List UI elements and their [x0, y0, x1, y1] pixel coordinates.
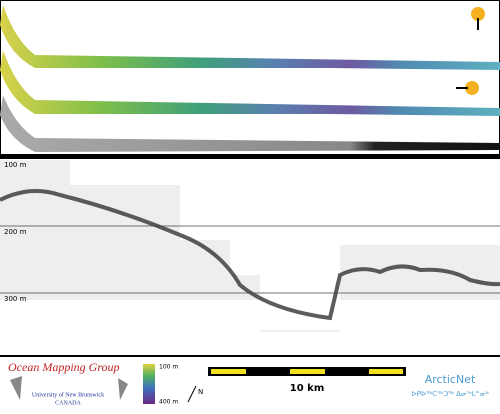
- colorbar-label: 100 m: [159, 364, 178, 371]
- partner-syllabics: ᐅᑭᐅᖅᑕᖅᑐᖅ ᐃᓂᖓᓐᓂᒃ: [411, 390, 489, 398]
- partner-name: ArcticNet: [425, 373, 476, 386]
- sun-icon: [465, 81, 479, 95]
- logo-country: CANADA: [55, 400, 81, 406]
- north-label: N: [198, 388, 203, 396]
- scale-segment: [369, 369, 403, 374]
- backscatter-strip: [0, 95, 500, 152]
- seafloor-profile: [0, 189, 500, 321]
- profile-background: [0, 160, 500, 332]
- logo-institution: University of New Brunswick: [32, 391, 104, 398]
- logo-shape: [10, 376, 22, 400]
- swath-strip: [0, 5, 500, 70]
- north-arrow: [187, 385, 197, 403]
- swath-strip: [0, 50, 500, 116]
- depth-label: 200 m: [4, 228, 27, 236]
- separator: [0, 355, 500, 357]
- separator: [0, 155, 500, 159]
- depth-label: 300 m: [4, 295, 27, 303]
- sun-icon: [471, 7, 485, 21]
- scale-segment: [290, 369, 325, 374]
- scale-label: 10 km: [290, 383, 324, 394]
- depth-label: 100 m: [4, 161, 27, 169]
- colorbar-label: 400 m: [159, 399, 178, 406]
- logo-shape: [118, 378, 128, 400]
- colorbar: [143, 364, 155, 404]
- logo-title: Ocean Mapping Group: [8, 360, 120, 374]
- scale-segment: [211, 369, 246, 374]
- map-panel: [0, 0, 500, 155]
